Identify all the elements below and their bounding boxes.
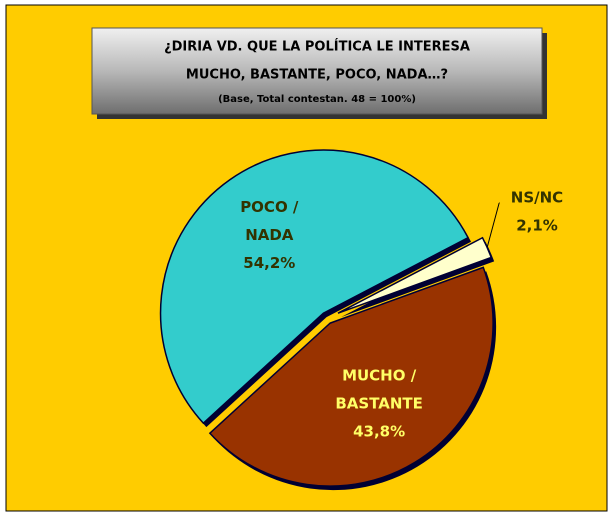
chart-title: MUCHO, BASTANTE, POCO, NADA…? <box>186 68 448 83</box>
slice-label: NS/NC <box>511 189 563 207</box>
chart-title: ¿DIRIA VD. QUE LA POLÍTICA LE INTERESA <box>164 39 470 55</box>
leader-line <box>486 202 500 248</box>
slice <box>159 149 470 425</box>
title-box <box>91 27 543 115</box>
slice-label: BASTANTE <box>335 394 423 412</box>
value-label: 2,1% <box>516 217 558 235</box>
chart-subtitle: (Base, Total contestan. 48 = 100%) <box>218 94 416 105</box>
slice-label: MUCHO / <box>342 366 417 384</box>
slice-label: NADA <box>245 226 294 244</box>
slice <box>208 266 494 487</box>
value-label: 54,2% <box>243 254 295 272</box>
slice <box>337 236 493 314</box>
slice-label: POCO / <box>240 198 299 216</box>
value-label: 43,8% <box>353 422 405 440</box>
